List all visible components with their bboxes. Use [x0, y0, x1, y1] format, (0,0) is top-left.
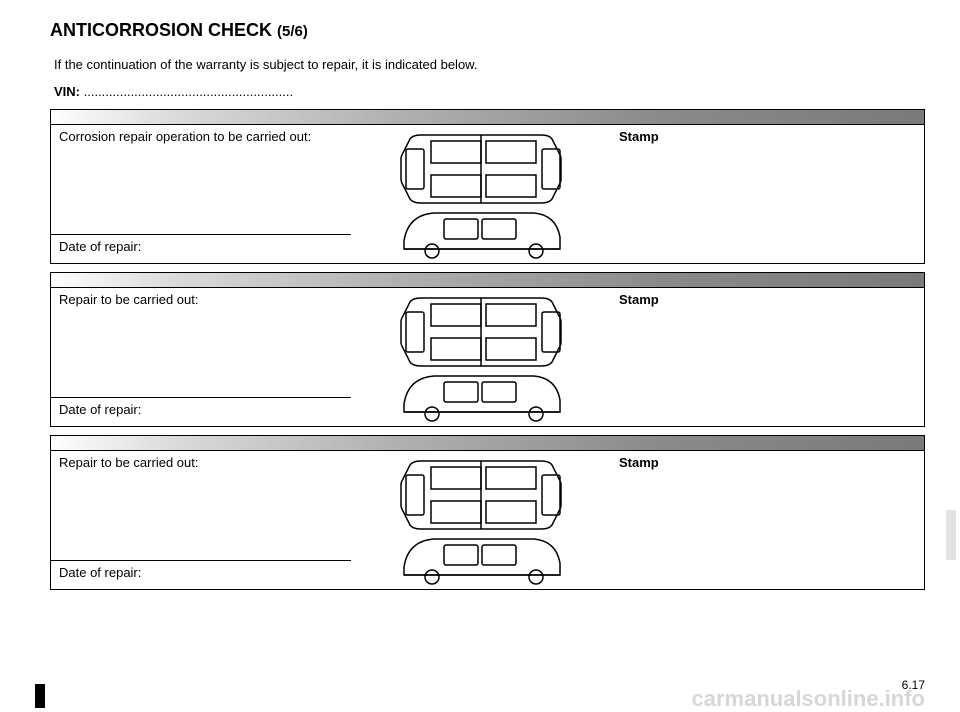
vehicle-diagram	[351, 288, 611, 426]
van-outline-icon	[366, 292, 596, 422]
vehicle-diagram	[351, 125, 611, 263]
check-section: Corrosion repair operation to be carried…	[50, 109, 925, 264]
vehicle-diagram	[351, 451, 611, 589]
title-main: ANTICORROSION CHECK	[50, 20, 272, 40]
section-bar	[51, 436, 924, 451]
repair-label: Repair to be carried out:	[51, 288, 351, 398]
page-title: ANTICORROSION CHECK (5/6)	[50, 20, 925, 41]
date-label: Date of repair:	[51, 398, 351, 426]
stamp-label: Stamp	[611, 125, 924, 263]
van-outline-icon	[366, 455, 596, 585]
section-bar	[51, 273, 924, 288]
intro-text: If the continuation of the warranty is s…	[54, 57, 921, 72]
van-outline-icon	[366, 129, 596, 259]
stamp-label: Stamp	[611, 288, 924, 426]
vin-dots: ........................................…	[80, 84, 293, 99]
check-section: Repair to be carried out: Date of repair…	[50, 272, 925, 427]
date-label: Date of repair:	[51, 561, 351, 589]
stamp-label: Stamp	[611, 451, 924, 589]
section-bar	[51, 110, 924, 125]
date-label: Date of repair:	[51, 235, 351, 263]
repair-label: Corrosion repair operation to be carried…	[51, 125, 351, 235]
side-tab	[946, 510, 956, 560]
check-section: Repair to be carried out: Date of repair…	[50, 435, 925, 590]
title-step: (5/6)	[277, 23, 308, 40]
vin-label: VIN:	[54, 84, 80, 99]
vin-line: VIN: ...................................…	[54, 84, 921, 99]
footer-crop-mark	[35, 684, 45, 708]
watermark-text: carmanualsonline.info	[692, 686, 926, 712]
repair-label: Repair to be carried out:	[51, 451, 351, 561]
